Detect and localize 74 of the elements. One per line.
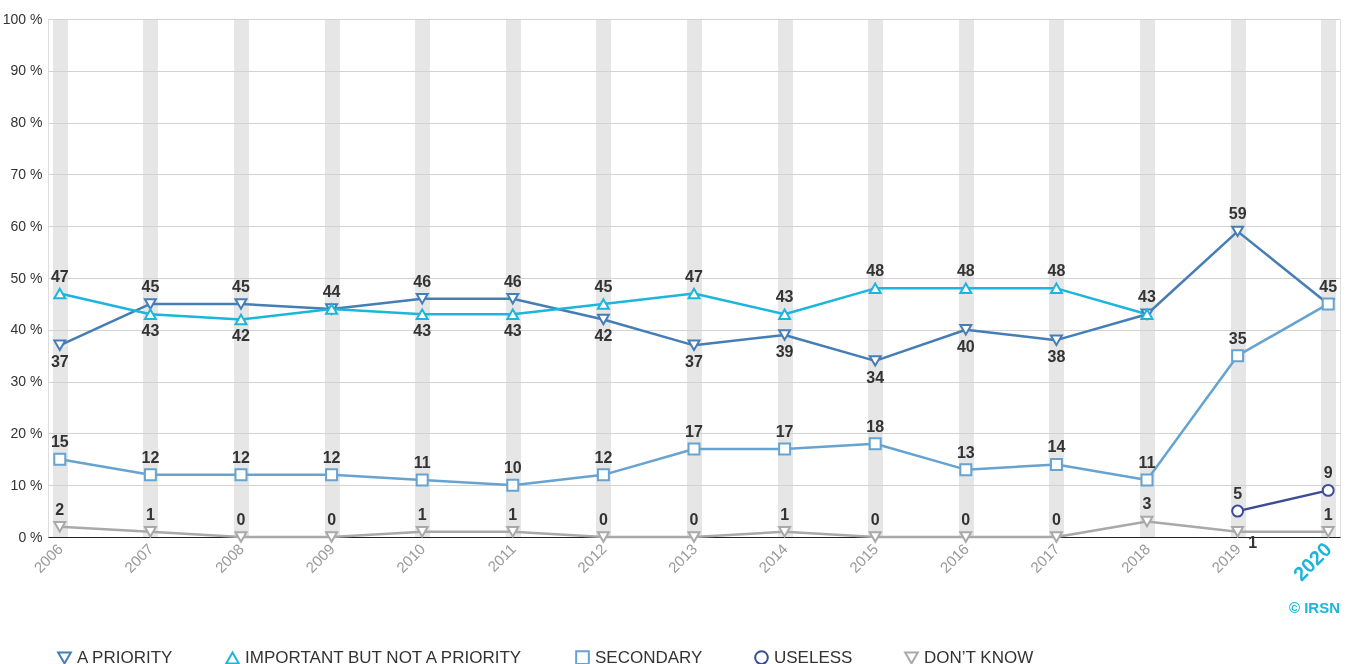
data-label: 38 (1047, 348, 1066, 366)
data-label: 11 (413, 454, 431, 472)
data-label: 9 (1323, 464, 1333, 482)
data-label: 45 (1319, 277, 1338, 295)
data-label: 2 (55, 500, 65, 518)
data-label: 0 (689, 511, 699, 528)
data-label: 0 (236, 511, 246, 528)
data-label: 34 (866, 368, 885, 386)
legend-label: IMPORTANT BUT NOT A PRIORITY (245, 648, 522, 664)
legend-label: USELESS (774, 647, 853, 664)
y-tick-label: 10 % (10, 476, 43, 493)
y-tick-label: 80 % (10, 114, 43, 131)
y-tick-label: 0 % (18, 528, 43, 545)
data-label: 48 (866, 262, 885, 280)
legend-label: DON’T KNOW (924, 648, 1034, 664)
data-label: 37 (50, 353, 69, 371)
data-label: 14 (1047, 438, 1066, 456)
data-label: 0 (961, 511, 971, 528)
data-label: 59 (1228, 205, 1247, 223)
data-label: 0 (598, 511, 608, 528)
data-label: 48 (1047, 262, 1066, 280)
data-label: 1 (780, 505, 790, 523)
data-label: 48 (956, 262, 975, 280)
y-tick-label: 50 % (10, 269, 43, 286)
data-label: 12 (232, 448, 250, 466)
data-label: 44 (322, 283, 341, 301)
data-label: 0 (1051, 511, 1061, 528)
data-label: 47 (685, 267, 703, 285)
data-label: 15 (50, 433, 69, 451)
data-label: 43 (775, 288, 794, 306)
data-label: 13 (956, 443, 975, 461)
y-tick-label: 90 % (10, 62, 43, 79)
data-label: 43 (141, 322, 160, 340)
data-label: 1 (1323, 505, 1333, 523)
data-label: 0 (870, 511, 880, 528)
y-tick-label: 100 % (2, 10, 43, 27)
data-label: 45 (232, 277, 250, 295)
data-label: 37 (685, 353, 703, 371)
y-tick-label: 30 % (10, 373, 43, 390)
data-label: 42 (232, 327, 250, 345)
data-label: 1 (508, 505, 518, 523)
data-label: 45 (594, 277, 613, 295)
data-label: 12 (322, 448, 341, 466)
data-label: 43 (1138, 288, 1157, 306)
data-label: 5 (1233, 485, 1243, 503)
data-label: 1 (417, 505, 427, 523)
data-label: 43 (503, 322, 522, 340)
data-label: 40 (956, 337, 975, 355)
data-label: 1 (145, 505, 155, 523)
data-label: 17 (775, 422, 794, 440)
y-tick-label: 40 % (10, 321, 43, 338)
y-tick-label: 60 % (10, 217, 43, 234)
data-label: 46 (413, 272, 432, 290)
data-label: 10 (503, 459, 522, 477)
data-label: 12 (141, 448, 160, 466)
y-tick-label: 70 % (10, 165, 43, 182)
data-label: 17 (685, 422, 703, 440)
legend-label: A PRIORITY (77, 648, 173, 664)
data-label: 35 (1228, 329, 1247, 347)
text: © IRSN (1288, 599, 1340, 616)
data-label: 43 (413, 322, 432, 340)
data-label: 42 (594, 327, 613, 345)
data-label: 3 (1142, 495, 1152, 513)
legend-label: SECONDARY (595, 647, 703, 664)
y-tick-label: 20 % (10, 424, 43, 441)
data-label: 39 (775, 342, 794, 360)
data-label: 46 (503, 272, 522, 290)
data-label: 18 (866, 417, 885, 435)
data-label: 0 (327, 511, 337, 528)
data-label: 1 (1248, 533, 1258, 551)
data-label: 47 (50, 267, 69, 285)
data-label: 12 (594, 448, 613, 466)
data-label: 11 (1138, 454, 1156, 472)
data-label: 45 (141, 277, 160, 295)
